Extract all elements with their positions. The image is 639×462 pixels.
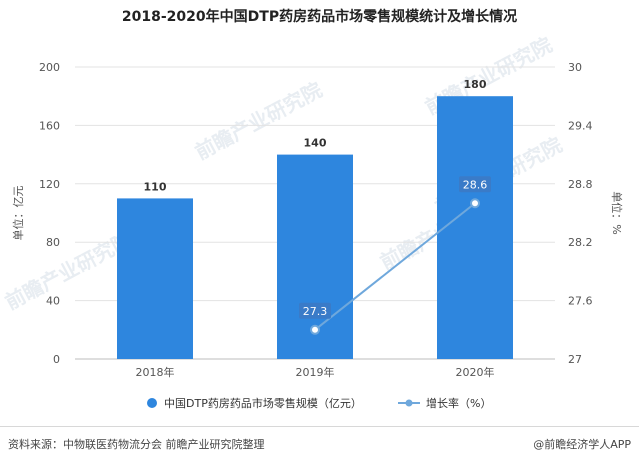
right-tick-label-5: 30 bbox=[568, 61, 582, 74]
right-tick-label-0: 27 bbox=[568, 353, 582, 366]
right-tick-label-4: 29.4 bbox=[568, 119, 593, 132]
bar-2 bbox=[437, 96, 513, 359]
legend-bar-label: 中国DTP药房药品市场零售规模（亿元） bbox=[164, 396, 362, 410]
growth-point-1 bbox=[310, 324, 320, 335]
x-category-label-2: 2020年 bbox=[456, 365, 495, 379]
right-tick-label-3: 28.8 bbox=[568, 178, 593, 191]
legend: 中国DTP药房药品市场零售规模（亿元） 增长率（%） bbox=[147, 396, 491, 410]
growth-label-bg-1 bbox=[299, 302, 331, 319]
growth-line bbox=[314, 202, 476, 331]
chart-title: 2018-2020年中国DTP药房药品市场零售规模统计及增长情况 bbox=[121, 9, 518, 25]
bar-value-label-0: 110 bbox=[144, 180, 167, 193]
legend-line-label: 增长率（%） bbox=[426, 396, 491, 410]
x-category-label-0: 2018年 bbox=[136, 365, 175, 379]
growth-label-bg-2 bbox=[459, 176, 491, 193]
left-tick-label-4: 160 bbox=[39, 119, 60, 132]
left-tick-label-3: 120 bbox=[39, 178, 60, 191]
y-left-axis-label: 单位：亿元 bbox=[11, 186, 25, 241]
x-category-label-1: 2019年 bbox=[296, 365, 335, 379]
left-tick-label-0: 0 bbox=[53, 353, 60, 366]
left-tick-label-2: 80 bbox=[46, 236, 60, 249]
legend-bar-marker bbox=[147, 398, 157, 408]
bar-value-label-2: 180 bbox=[464, 78, 487, 91]
footer: 资料来源：中物联医药物流分会 前瞻产业研究院整理 @前瞻经济学人APP bbox=[0, 426, 639, 462]
left-axis-ticks: 0 40 80 120 160 200 bbox=[39, 61, 60, 366]
growth-value-label-1: 27.3 bbox=[303, 305, 328, 318]
bars: 110 140 180 bbox=[117, 78, 513, 359]
chart-area: 前瞻产业研究院前瞻产业研究院前瞻产业研究院前瞻产业研究院前瞻产业研究院 0408… bbox=[1, 32, 624, 410]
bar-0 bbox=[117, 198, 193, 359]
growth-value-label-2: 28.6 bbox=[463, 178, 488, 191]
bar-value-label-1: 140 bbox=[304, 137, 327, 150]
right-axis-ticks: 27 27.6 28.2 28.8 29.4 30 bbox=[568, 61, 593, 366]
brand-text: @前瞻经济学人APP bbox=[533, 438, 631, 451]
right-tick-label-2: 28.2 bbox=[568, 236, 593, 249]
watermark-0: 前瞻产业研究院 bbox=[191, 77, 326, 164]
source-text: 资料来源：中物联医药物流分会 前瞻产业研究院整理 bbox=[8, 438, 265, 451]
left-tick-label-1: 40 bbox=[46, 295, 60, 308]
growth-line-series: 27.3 28.6 bbox=[299, 176, 491, 335]
growth-point-2 bbox=[470, 198, 480, 209]
legend-line-dot bbox=[405, 399, 413, 407]
y-right-axis-label: 单位：% bbox=[610, 191, 624, 234]
left-tick-label-5: 200 bbox=[39, 61, 60, 74]
right-tick-label-1: 27.6 bbox=[568, 295, 593, 308]
x-axis-categories: 2018年 2019年 2020年 bbox=[136, 365, 495, 379]
